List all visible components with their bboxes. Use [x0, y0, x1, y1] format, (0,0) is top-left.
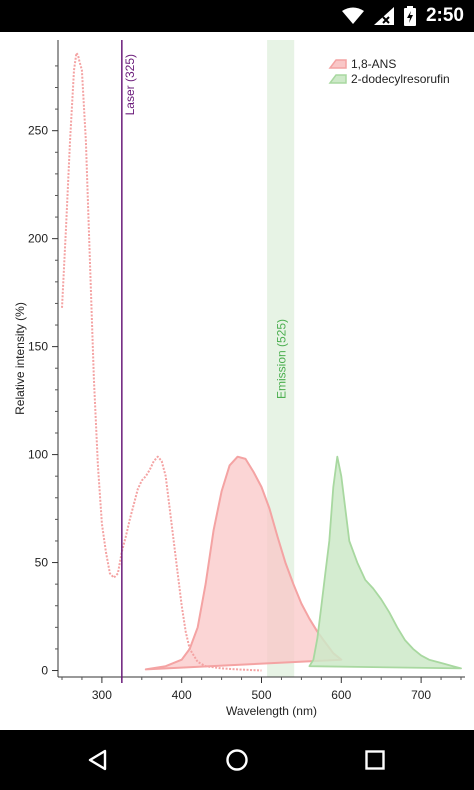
- y-tick-label: 200: [28, 232, 48, 246]
- chart-area: 0 50 100 150 200 250 300 400 500 600 700 Wavelength…: [0, 32, 474, 730]
- battery-charging-icon: [403, 6, 416, 26]
- legend-item: 2-dodecylresorufin: [328, 72, 450, 86]
- y-axis-label: Relative intensity (%): [13, 302, 27, 415]
- x-tick-label: 600: [331, 688, 351, 702]
- x-tick-label: 400: [172, 688, 192, 702]
- laser-label: Laser (325): [123, 54, 137, 115]
- x-tick-label: 300: [92, 688, 112, 702]
- status-time: 2:50: [425, 5, 464, 26]
- wifi-icon: [341, 7, 364, 25]
- y-tick-label: 50: [35, 556, 49, 570]
- navigation-bar: [0, 730, 474, 790]
- status-icons: 2:50: [341, 4, 464, 28]
- legend-swatch: [328, 59, 347, 69]
- back-button[interactable]: [78, 742, 118, 778]
- y-tick-label: 0: [41, 664, 48, 678]
- x-tick-label: 700: [411, 688, 431, 702]
- spectra-chart: 0 50 100 150 200 250 300 400 500 600 700 Wavelength…: [13, 40, 465, 718]
- dodecylresorufin-emission-area: [308, 455, 462, 670]
- x-tick-label: 500: [251, 688, 271, 702]
- ans-excitation-line: [61, 52, 262, 672]
- legend-label: 2-dodecylresorufin: [351, 72, 450, 86]
- home-icon: [226, 749, 248, 771]
- home-button[interactable]: [217, 742, 257, 778]
- legend-item: 1,8-ANS: [328, 57, 396, 71]
- ans-emission-area: [144, 455, 343, 671]
- legend-swatch: [328, 74, 347, 84]
- y-tick-label: 250: [28, 124, 48, 138]
- signal-icon: [373, 7, 394, 25]
- y-tick-label: 150: [28, 340, 48, 354]
- back-icon: [88, 749, 107, 771]
- recents-button[interactable]: [355, 742, 395, 778]
- status-bar: 2:50: [0, 0, 474, 32]
- y-tick-label: 100: [28, 448, 48, 462]
- legend-label: 1,8-ANS: [351, 57, 396, 71]
- emission-label: Emission (525): [274, 319, 288, 399]
- recents-icon: [365, 750, 385, 770]
- x-axis-label: Wavelength (nm): [226, 704, 317, 718]
